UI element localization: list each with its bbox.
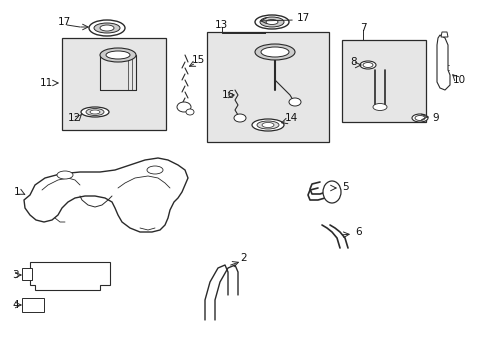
Text: 8: 8 [349,57,356,67]
Ellipse shape [359,61,375,69]
Ellipse shape [262,122,273,127]
Ellipse shape [177,102,191,112]
Polygon shape [24,158,187,232]
Text: 1: 1 [14,187,20,197]
Text: 17: 17 [296,13,309,23]
Text: 2: 2 [240,253,246,263]
Ellipse shape [100,25,114,31]
Ellipse shape [257,121,279,129]
Text: 10: 10 [452,75,465,85]
Ellipse shape [251,119,284,131]
Ellipse shape [288,98,301,106]
Text: 9: 9 [431,113,438,123]
Text: 12: 12 [68,113,81,123]
Text: 4: 4 [12,300,19,310]
Ellipse shape [90,110,100,114]
Text: 5: 5 [341,182,348,192]
Text: 15: 15 [192,55,205,65]
Text: 11: 11 [40,78,53,88]
Ellipse shape [411,114,427,122]
Ellipse shape [254,15,288,29]
Ellipse shape [414,116,424,121]
Ellipse shape [147,166,163,174]
Ellipse shape [261,47,288,57]
Ellipse shape [362,63,372,68]
Ellipse shape [106,51,130,59]
Bar [206,32,328,142]
Ellipse shape [254,44,294,60]
Ellipse shape [89,20,125,36]
Polygon shape [440,32,447,37]
Text: 14: 14 [285,113,298,123]
Text: 13: 13 [215,20,228,30]
Text: 16: 16 [222,90,235,100]
Text: 3: 3 [12,270,19,280]
Ellipse shape [57,171,73,179]
Text: 6: 6 [354,227,361,237]
Ellipse shape [81,107,109,117]
Bar [62,38,165,130]
Ellipse shape [94,23,120,33]
Bar [341,40,425,122]
Ellipse shape [323,181,340,203]
Ellipse shape [265,19,278,24]
Polygon shape [436,35,449,90]
Bar [22,298,44,312]
Ellipse shape [234,114,245,122]
Ellipse shape [260,17,284,27]
Ellipse shape [100,48,136,62]
Ellipse shape [372,104,386,111]
Ellipse shape [86,108,104,116]
Ellipse shape [185,109,194,115]
Text: 7: 7 [359,23,366,33]
Polygon shape [30,262,110,290]
Bar [22,268,32,280]
Text: 17: 17 [58,17,71,27]
